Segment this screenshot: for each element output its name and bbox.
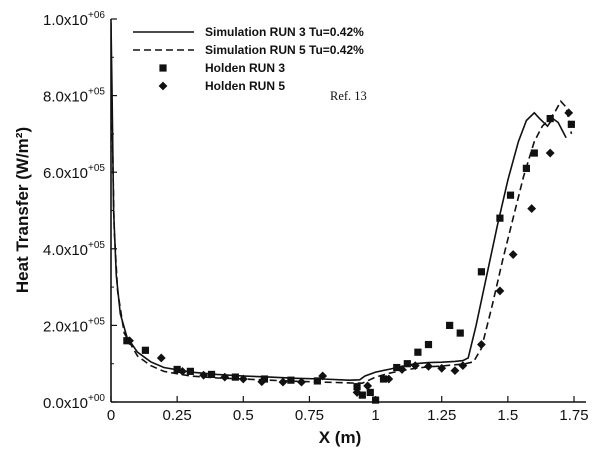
legend: Simulation RUN 3 Tu=0.42% Simulation RUN … bbox=[133, 25, 364, 93]
series-2-point bbox=[414, 348, 422, 356]
series-2-point bbox=[173, 365, 181, 374]
series-3-point bbox=[199, 370, 208, 380]
series-3-point bbox=[318, 371, 328, 381]
series-2-point bbox=[567, 120, 575, 128]
series-3-point bbox=[424, 361, 433, 371]
plot-markers bbox=[123, 108, 575, 404]
x-tick-label: 0.75 bbox=[295, 407, 324, 424]
series-3-point bbox=[397, 365, 407, 374]
series-2-point bbox=[313, 377, 321, 385]
series-2-point bbox=[446, 321, 454, 329]
series-2-point bbox=[186, 367, 194, 375]
series-2-point bbox=[546, 114, 554, 123]
series-3-point bbox=[125, 336, 134, 346]
series-3-point bbox=[410, 361, 420, 371]
series-2-point bbox=[353, 383, 361, 391]
series-3-point bbox=[437, 363, 447, 373]
series-2-point bbox=[477, 268, 485, 276]
series-2-point bbox=[522, 164, 530, 172]
series-3-point bbox=[495, 286, 505, 296]
series-3-point bbox=[297, 377, 306, 387]
legend-label-3: Holden RUN 5 bbox=[205, 79, 285, 93]
reference-note: Ref. 13 bbox=[330, 89, 367, 103]
series-3-point bbox=[178, 366, 187, 376]
series-3-point bbox=[220, 372, 230, 382]
series-3-point bbox=[477, 340, 486, 349]
series-2-point bbox=[287, 376, 295, 384]
series-2-point bbox=[366, 388, 374, 397]
series-2-point bbox=[456, 329, 464, 337]
series-3-point bbox=[508, 250, 518, 259]
series-2-point bbox=[496, 214, 504, 222]
x-tick-label: 1 bbox=[371, 407, 379, 424]
series-2-point bbox=[403, 360, 411, 368]
x-tick-label: 1.25 bbox=[427, 407, 456, 424]
series-3-point bbox=[257, 377, 267, 387]
series-2-point bbox=[424, 340, 433, 349]
series-2-point bbox=[260, 375, 269, 383]
series-2-point bbox=[231, 373, 239, 381]
series-3-point bbox=[527, 204, 537, 213]
series-2-point bbox=[358, 391, 366, 399]
legend-label-0: Simulation RUN 3 Tu=0.42% bbox=[205, 25, 364, 39]
series-line-0 bbox=[111, 22, 567, 382]
series-3-point bbox=[545, 148, 555, 158]
x-tick-label: 0.25 bbox=[163, 407, 192, 424]
series-3-point bbox=[564, 108, 574, 118]
series-2-point bbox=[207, 370, 216, 379]
series-3-point bbox=[363, 381, 373, 391]
x-tick-label: 0 bbox=[107, 407, 115, 424]
series-3-point bbox=[384, 374, 394, 384]
y-axis-title: Heat Transfer (W/m²) bbox=[13, 127, 32, 293]
series-2-point bbox=[506, 191, 515, 199]
series-2-point bbox=[393, 363, 401, 372]
series-3-point bbox=[238, 374, 248, 384]
x-tick-label: 1.75 bbox=[559, 407, 588, 424]
legend-label-2: Holden RUN 3 bbox=[205, 61, 285, 75]
series-3-point bbox=[156, 353, 166, 363]
legend-swatch-2 bbox=[159, 64, 167, 72]
series-3-point bbox=[450, 366, 460, 375]
series-3-point bbox=[278, 377, 288, 387]
series-3-point bbox=[352, 388, 362, 397]
x-axis-title: X (m) bbox=[319, 428, 362, 447]
x-tick-label: 1.5 bbox=[497, 407, 518, 424]
ticks: 0.0x10+002.0x10+054.0x10+056.0x10+058.0x… bbox=[43, 10, 589, 424]
legend-label-1: Simulation RUN 5 Tu=0.42% bbox=[205, 43, 364, 57]
series-2-point bbox=[141, 346, 149, 354]
series-2-point bbox=[379, 375, 388, 383]
series-3-point bbox=[458, 361, 468, 371]
legend-swatch-3 bbox=[158, 81, 168, 91]
x-tick-label: 0.5 bbox=[233, 407, 254, 424]
series-2-point bbox=[530, 149, 538, 157]
